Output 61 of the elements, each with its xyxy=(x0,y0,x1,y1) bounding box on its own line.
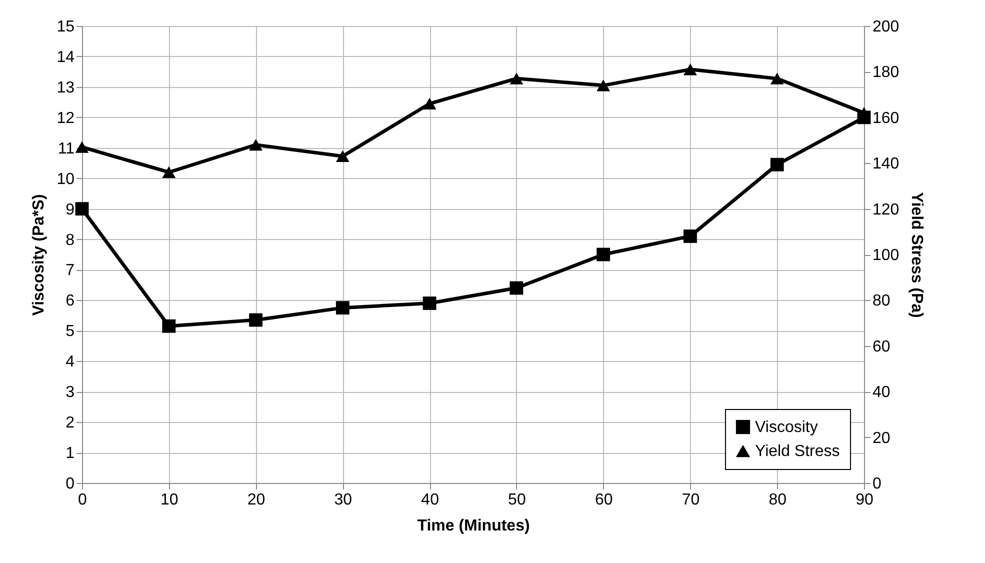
point xyxy=(249,313,262,327)
x-tick-label: 20 xyxy=(247,492,266,508)
y2-tick-label: 200 xyxy=(872,18,900,36)
x-tick-label: 70 xyxy=(682,492,700,508)
y2-tick-label: 0 xyxy=(872,476,882,492)
point xyxy=(684,230,697,243)
y-tick-label: 11 xyxy=(58,140,75,158)
point xyxy=(510,281,524,295)
x-tick-label: 60 xyxy=(594,492,613,508)
y-tick-label: 6 xyxy=(66,292,75,310)
point xyxy=(422,98,436,110)
y2-tick-label: 60 xyxy=(872,338,890,356)
point xyxy=(596,248,610,262)
point xyxy=(336,301,350,315)
point xyxy=(596,80,610,92)
x-tick-label: 80 xyxy=(768,492,787,508)
point xyxy=(162,319,176,333)
point xyxy=(422,296,436,310)
point xyxy=(162,166,176,178)
x-axis-title: Time (Minutes) xyxy=(417,518,530,534)
point xyxy=(770,72,784,84)
y-tick-label: 10 xyxy=(56,170,75,188)
point xyxy=(770,158,784,172)
y-tick-label: 3 xyxy=(66,384,75,402)
y2-tick-label: 120 xyxy=(872,201,900,218)
y2-tick-label: 80 xyxy=(872,292,890,310)
point xyxy=(75,202,89,216)
y2-tick-label: 40 xyxy=(872,384,890,402)
point xyxy=(857,107,871,119)
y-tick-label: 12 xyxy=(56,110,75,127)
y-tick-label: 8 xyxy=(66,232,75,249)
y-tick-label: 2 xyxy=(66,414,75,432)
point xyxy=(249,139,262,151)
y-tick-label: 4 xyxy=(66,354,75,371)
point xyxy=(336,150,350,162)
y2-tick-label: 160 xyxy=(872,110,900,127)
y-tick-label: 9 xyxy=(66,201,75,218)
x-tick-label: 30 xyxy=(334,492,352,508)
point xyxy=(75,141,89,153)
x-tick-label: 90 xyxy=(856,492,874,508)
y-tick-label: 13 xyxy=(56,79,75,96)
y-axis-title: Viscosity (Pa*S) xyxy=(30,194,48,316)
y-tick-label: 14 xyxy=(56,48,75,66)
point xyxy=(510,72,524,84)
x-tick-label: 0 xyxy=(78,492,88,508)
y-tick-label: 15 xyxy=(56,18,75,36)
y-tick-label: 0 xyxy=(66,476,75,492)
legend-label: Yield Stress xyxy=(755,443,840,460)
y-tick-label: 5 xyxy=(66,323,75,340)
y2-axis-title: Yield Stress (Pa) xyxy=(908,192,926,318)
y2-tick-label: 20 xyxy=(872,430,890,447)
x-tick-label: 10 xyxy=(160,492,178,508)
y-tick-label: 1 xyxy=(66,445,75,462)
legend-label: Viscosity xyxy=(755,419,818,436)
y2-tick-label: 180 xyxy=(872,64,900,82)
x-tick-label: 40 xyxy=(421,492,440,508)
x-tick-label: 50 xyxy=(508,492,526,508)
y2-tick-label: 100 xyxy=(872,247,900,264)
point xyxy=(684,64,697,76)
y2-tick-label: 140 xyxy=(872,156,900,173)
y-tick-label: 7 xyxy=(66,262,75,280)
